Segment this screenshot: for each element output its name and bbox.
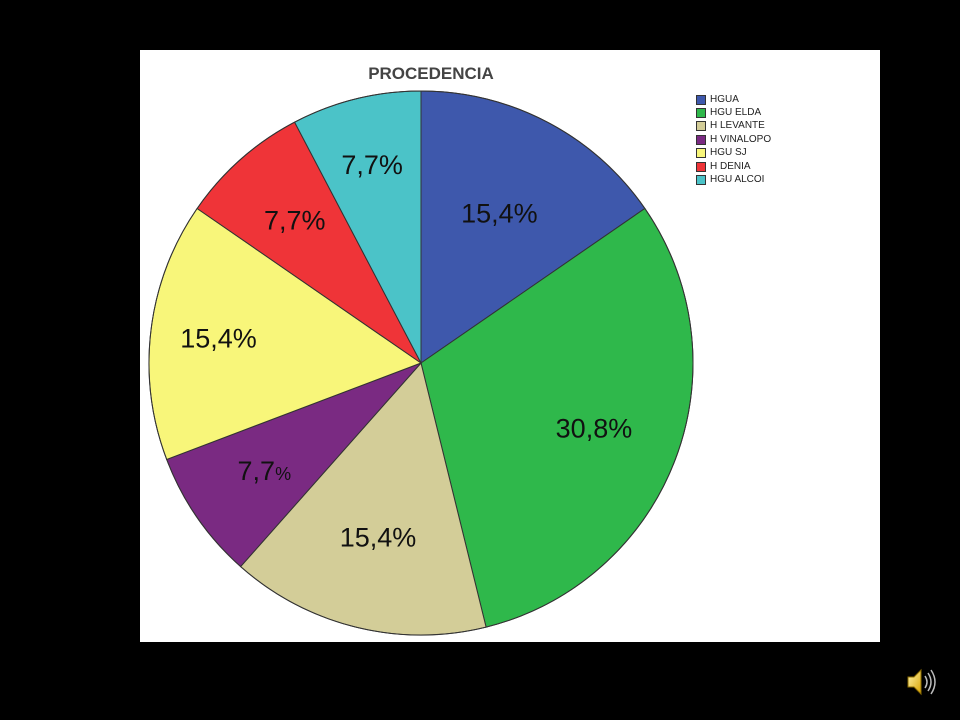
slice-label-3: 15,4% (340, 522, 417, 552)
legend-label: HGU SJ (710, 147, 747, 159)
legend-swatch (696, 121, 706, 132)
legend-swatch (696, 134, 706, 145)
legend-label: H VINALOPO (710, 133, 772, 145)
legend-item: H VINALOPO (696, 133, 771, 146)
legend-swatch (696, 161, 706, 172)
legend: HGUA HGU ELDA H LEVANTE H VINALOPO HGU SJ H D… (696, 93, 771, 187)
legend-item: HGU ELDA (696, 106, 771, 119)
chart-panel: 15,4% 30,8% 15,4% 7,7% 15,4% 7,7% 7,7% PROCEDE… (140, 50, 880, 642)
legend-swatch (696, 148, 706, 159)
chart-title: PROCEDENCIA (368, 64, 494, 83)
legend-swatch (696, 175, 706, 186)
slice-label-7: 7,7% (341, 150, 403, 180)
legend-item: HGU SJ (696, 147, 771, 160)
slice-label-2: 30,8% (556, 414, 633, 444)
legend-label: HGU ALCOI (710, 174, 765, 186)
legend-item: HGU ALCOI (696, 173, 771, 186)
legend-label: H DENIA (710, 160, 751, 172)
slice-label-4: 7,7% (238, 456, 292, 486)
pie-chart: 15,4% 30,8% 15,4% 7,7% 15,4% 7,7% 7,7% (148, 90, 694, 636)
legend-swatch (696, 94, 706, 105)
legend-item: HGUA (696, 93, 771, 106)
pie-outline (148, 90, 694, 636)
legend-label: HGU ELDA (710, 107, 762, 119)
legend-swatch (696, 108, 706, 119)
legend-item: H DENIA (696, 160, 771, 173)
legend-label: H LEVANTE (710, 120, 765, 132)
slice-label-6: 7,7% (264, 205, 326, 235)
speaker-icon[interactable] (904, 664, 940, 700)
legend-item: H LEVANTE (696, 120, 771, 133)
slice-label-5: 15,4% (180, 323, 257, 353)
legend-label: HGUA (710, 93, 739, 105)
slice-label-1: 15,4% (461, 199, 538, 229)
